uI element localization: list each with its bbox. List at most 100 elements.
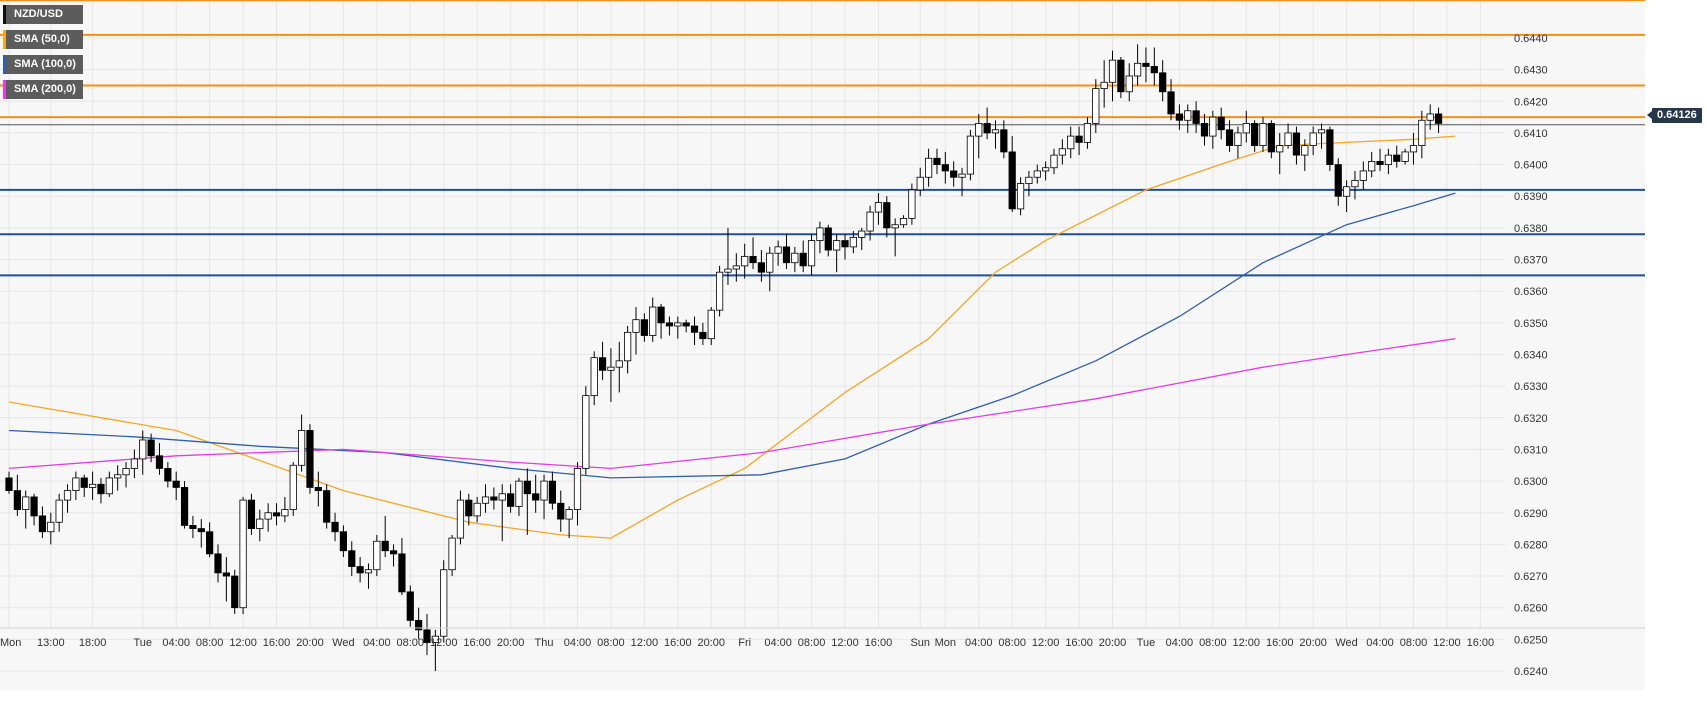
candle <box>732 253 740 282</box>
candle <box>272 503 281 526</box>
candle <box>189 515 197 539</box>
y-tick-label: 0.6340 <box>1514 349 1548 361</box>
candle <box>105 471 113 497</box>
candle <box>1234 126 1242 159</box>
candle-body <box>13 490 21 510</box>
candle-body <box>757 262 766 273</box>
x-tick-label: 16:00 <box>664 637 692 649</box>
candle <box>1192 101 1200 133</box>
candle <box>1008 136 1016 213</box>
candle-body <box>766 252 774 273</box>
x-tick-label: Wed <box>332 637 354 649</box>
candle-body <box>1225 129 1234 146</box>
candle <box>833 234 841 273</box>
x-tick-label: 04:00 <box>363 637 391 649</box>
candle-body <box>155 455 164 469</box>
candle-body <box>415 619 423 631</box>
candle-body <box>866 211 874 232</box>
candle <box>557 490 565 532</box>
candle <box>665 316 674 336</box>
candle <box>649 297 657 342</box>
candle-body <box>331 521 339 533</box>
candle-body <box>665 322 674 327</box>
candle-body <box>323 490 331 523</box>
candle <box>130 449 138 478</box>
candle <box>1284 123 1292 149</box>
y-axis: 0.6240 0.6250 0.6260 0.6270 0.6280 0.6290 0.63… <box>1514 33 1548 678</box>
candle-body <box>1351 180 1359 188</box>
candle <box>448 534 456 577</box>
y-tick-label: 0.6350 <box>1514 318 1548 330</box>
legend-item-sma200[interactable]: SMA (200,0) <box>3 80 83 99</box>
candle <box>1042 161 1050 181</box>
x-tick-label: 16:00 <box>263 637 291 649</box>
candle <box>1083 117 1092 149</box>
plot-background <box>0 0 1645 690</box>
candle-body <box>891 224 899 229</box>
legend-item-sma100[interactable]: SMA (100,0) <box>3 55 83 74</box>
legend-item-symbol[interactable]: NZD/USD <box>3 5 83 24</box>
candle <box>1343 180 1351 213</box>
candle-body <box>55 499 63 523</box>
candle-body <box>1108 59 1117 83</box>
candle-body <box>1033 170 1041 178</box>
candle-body <box>607 366 615 371</box>
candle-body <box>1317 129 1326 134</box>
candle <box>925 148 933 187</box>
candle <box>1401 148 1409 165</box>
candle <box>791 246 799 273</box>
candle <box>958 167 966 197</box>
candle <box>1326 126 1334 171</box>
x-tick-label: 04:00 <box>1366 637 1394 649</box>
y-tick-label: 0.6300 <box>1514 476 1548 488</box>
candle <box>47 512 55 545</box>
candle-body <box>874 202 883 213</box>
candle <box>975 113 983 159</box>
candle-body <box>306 430 314 488</box>
candle-body <box>1259 123 1267 146</box>
candle <box>607 348 615 402</box>
candle-body <box>356 566 364 574</box>
candle-body <box>80 477 88 488</box>
candle <box>824 224 832 257</box>
candle <box>841 234 849 260</box>
y-tick-label: 0.6250 <box>1514 634 1548 646</box>
candle <box>991 120 1000 149</box>
candle <box>1317 123 1326 149</box>
candle <box>239 496 247 615</box>
candle <box>89 471 97 501</box>
candle-body <box>1309 132 1317 146</box>
candle <box>1276 132 1284 175</box>
candle <box>1167 79 1175 121</box>
candle-body <box>490 496 498 501</box>
candle-body <box>1092 88 1100 124</box>
y-tick-label: 0.6420 <box>1514 96 1548 108</box>
legend-label: SMA (50,0) <box>14 33 70 45</box>
candle <box>306 424 314 494</box>
candle-body <box>1167 91 1175 115</box>
candle <box>757 250 766 282</box>
candle <box>55 493 63 532</box>
candle <box>172 471 180 501</box>
legend-swatch <box>3 5 6 24</box>
candle <box>1050 148 1058 175</box>
candle <box>1242 110 1250 143</box>
candle <box>247 493 256 535</box>
candle <box>423 614 431 656</box>
legend-item-sma50[interactable]: SMA (50,0) <box>3 30 83 49</box>
x-tick-label: 20:00 <box>697 637 725 649</box>
candle <box>515 477 523 516</box>
candle-body <box>799 252 807 267</box>
y-tick-label: 0.6360 <box>1514 286 1548 298</box>
x-tick-label: 08:00 <box>597 637 625 649</box>
candle-body <box>440 569 448 637</box>
legend-swatch <box>3 80 6 99</box>
candle-body <box>47 521 55 533</box>
candle <box>80 474 88 497</box>
x-tick-label: Thu <box>535 637 554 649</box>
y-tick-label: 0.6390 <box>1514 191 1548 203</box>
candle <box>674 316 682 339</box>
x-tick-label: Mon <box>935 637 956 649</box>
candle <box>348 541 356 577</box>
